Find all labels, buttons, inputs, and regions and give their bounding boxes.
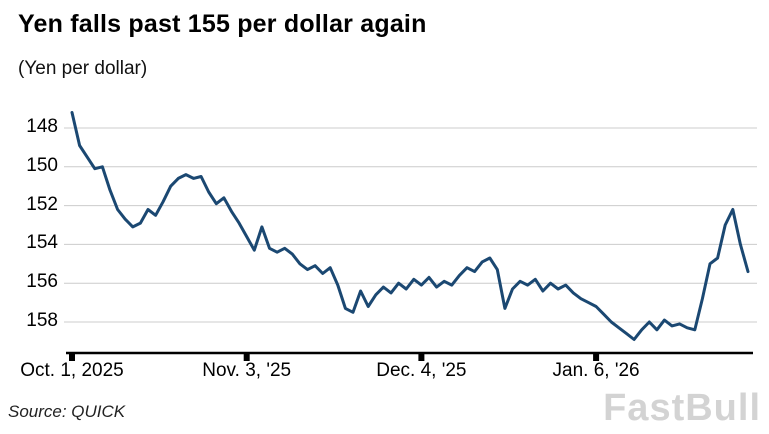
x-axis-tick-label: Dec. 4, '25 xyxy=(376,360,467,381)
y-axis-tick-label: 154 xyxy=(26,232,58,254)
y-axis-tick-label: 150 xyxy=(26,154,58,176)
chart-subtitle-unit: (Yen per dollar) xyxy=(18,58,148,79)
x-axis-tick-label: Jan. 6, '26 xyxy=(552,360,640,381)
y-axis-tick-label: 156 xyxy=(26,271,58,293)
y-axis-tick-label: 148 xyxy=(26,116,58,137)
fastbull-watermark: FastBull xyxy=(603,387,761,429)
x-axis-tick-label: Oct. 1, 2025 xyxy=(20,360,124,381)
y-axis-tick-label: 158 xyxy=(26,310,58,331)
source-credit: Source: QUICK xyxy=(8,402,126,421)
chart-title: Yen falls past 155 per dollar again xyxy=(18,10,427,38)
y-axis-tick-label: 152 xyxy=(26,193,58,215)
x-axis-tick-label: Nov. 3, '25 xyxy=(202,360,292,381)
